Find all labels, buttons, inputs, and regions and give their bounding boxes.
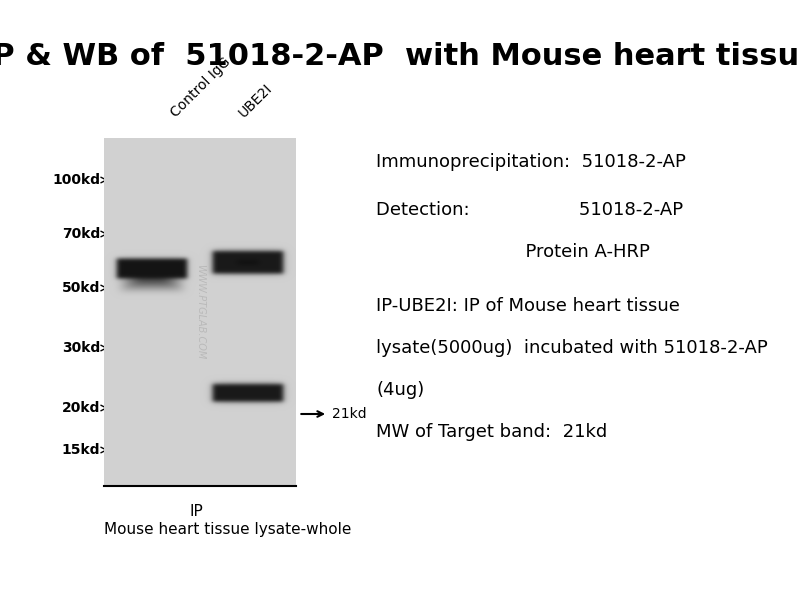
Text: UBE2I: UBE2I: [236, 81, 275, 120]
Text: 15kd: 15kd: [62, 443, 100, 457]
Text: 30kd: 30kd: [62, 341, 100, 355]
Text: Immunoprecipitation:  51018-2-AP: Immunoprecipitation: 51018-2-AP: [376, 153, 686, 171]
Text: WWW.PTGLAB.COM: WWW.PTGLAB.COM: [195, 265, 205, 359]
Text: 20kd: 20kd: [62, 401, 100, 415]
Text: MW of Target band:  21kd: MW of Target band: 21kd: [376, 423, 607, 441]
Text: Control IgG: Control IgG: [168, 55, 234, 120]
Text: IP & WB of  51018-2-AP  with Mouse heart tissue: IP & WB of 51018-2-AP with Mouse heart t…: [0, 42, 800, 71]
Text: Detection:                   51018-2-AP: Detection: 51018-2-AP: [376, 201, 683, 219]
Text: lysate(5000ug)  incubated with 51018-2-AP: lysate(5000ug) incubated with 51018-2-AP: [376, 339, 768, 357]
Text: Protein A-HRP: Protein A-HRP: [376, 243, 650, 261]
Text: 100kd: 100kd: [52, 173, 100, 187]
Text: IP-UBE2I: IP of Mouse heart tissue: IP-UBE2I: IP of Mouse heart tissue: [376, 297, 680, 315]
Text: 70kd: 70kd: [62, 227, 100, 241]
Text: 21kd: 21kd: [332, 407, 366, 421]
Text: 50kd: 50kd: [62, 281, 100, 295]
Text: (4ug): (4ug): [376, 381, 424, 399]
Text: IP: IP: [189, 504, 203, 519]
Text: Mouse heart tissue lysate-whole: Mouse heart tissue lysate-whole: [104, 522, 351, 537]
